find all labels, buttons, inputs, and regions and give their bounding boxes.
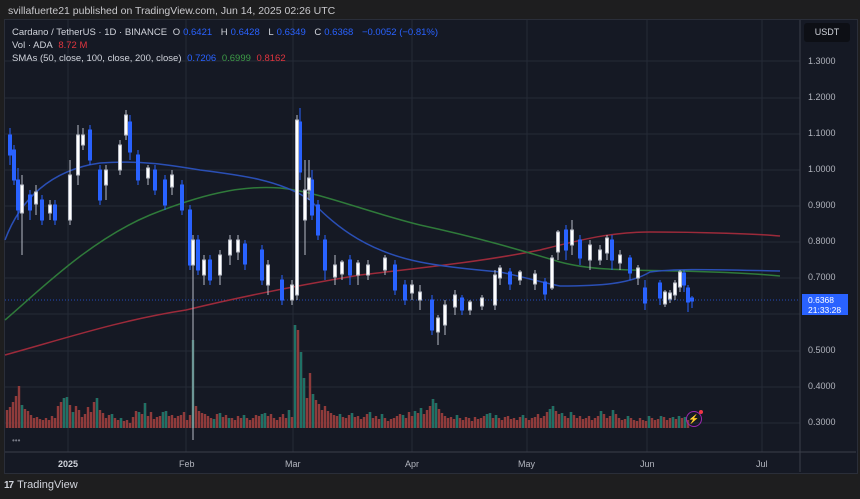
flash-alert-icon[interactable]: ⚡	[686, 410, 703, 427]
price-tick: 1.2000	[808, 92, 836, 102]
publish-info: svillafuerte21 published on TradingView.…	[8, 5, 336, 17]
open-value: 0.6421	[183, 27, 213, 38]
last-price-label: 0.6368 21:33:28	[802, 294, 848, 315]
sma100-line	[4, 186, 781, 321]
chart-area[interactable]	[4, 19, 858, 474]
price-tick: 0.8000	[808, 236, 836, 246]
time-tick: Feb	[179, 459, 195, 469]
price-tick: 0.3000	[808, 417, 836, 427]
time-tick: Jul	[756, 459, 768, 469]
sma50-value: 0.7206	[187, 53, 217, 64]
legend-ohlc-row: Cardano / TetherUS · 1D · BINANCE O 0.642…	[12, 27, 439, 38]
high-value: 0.6428	[230, 27, 260, 38]
legend-sma-row[interactable]: SMAs (50, close, 100, close, 200, close)…	[12, 53, 286, 64]
price-tick: 0.9000	[808, 200, 836, 210]
chart-legend: Cardano / TetherUS · 1D · BINANCE O 0.642…	[12, 26, 441, 65]
change-value: −0.0052 (−0.81%)	[361, 27, 439, 38]
close-value: 0.6368	[324, 27, 354, 38]
volume-value: 8.72 M	[58, 40, 88, 51]
time-tick: 2025	[58, 459, 79, 469]
price-tick: 1.3000	[808, 56, 836, 66]
sma50-line	[4, 161, 781, 287]
symbol-title[interactable]: Cardano / TetherUS · 1D · BINANCE	[12, 27, 168, 38]
time-tick: Apr	[405, 459, 420, 469]
time-tick: May	[518, 459, 536, 469]
footer: 17 TradingView	[4, 479, 78, 491]
price-tick: 0.4000	[808, 381, 836, 391]
more-options-icon[interactable]: •••	[12, 436, 21, 445]
time-tick: Mar	[285, 459, 301, 469]
brand-name: TradingView	[17, 479, 78, 491]
sma200-line	[4, 231, 781, 356]
sma200-value: 0.8162	[256, 53, 286, 64]
candles	[8, 108, 694, 440]
sma100-value: 0.6999	[221, 53, 251, 64]
currency-unit-button[interactable]: USDT	[804, 23, 850, 42]
price-tick: 1.0000	[808, 164, 836, 174]
bar-countdown: 21:33:28	[808, 305, 842, 315]
price-tick: 0.5000	[808, 345, 836, 355]
legend-volume-row[interactable]: Vol · ADA 8.72 M	[12, 40, 88, 51]
volume-bars	[5, 325, 690, 428]
low-value: 0.6349	[276, 27, 306, 38]
price-tick: 1.1000	[808, 128, 836, 138]
price-tick: 0.7000	[808, 272, 836, 282]
tradingview-logo-icon: 17	[4, 479, 14, 491]
time-tick: Jun	[640, 459, 655, 469]
